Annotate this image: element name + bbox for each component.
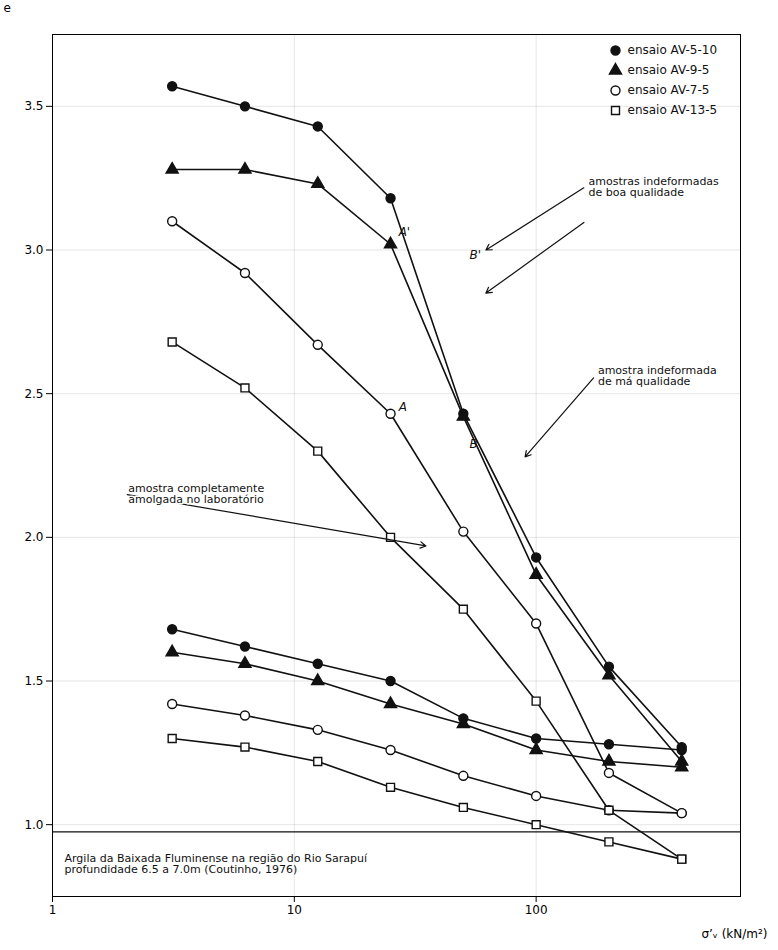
svg-text:ensaio AV-13-5: ensaio AV-13-5 bbox=[628, 103, 718, 117]
svg-text:amostra indeformadade má quali: amostra indeformadade má qualidade bbox=[598, 364, 717, 388]
svg-text:B': B' bbox=[469, 248, 481, 262]
svg-text:2.5: 2.5 bbox=[24, 387, 43, 401]
svg-text:amostras indeformadasde boa qu: amostras indeformadasde boa qualidade bbox=[588, 175, 719, 199]
svg-text:10: 10 bbox=[287, 903, 302, 917]
svg-text:ensaio AV-5-10: ensaio AV-5-10 bbox=[628, 43, 718, 57]
svg-text:100: 100 bbox=[525, 903, 548, 917]
svg-text:2.0: 2.0 bbox=[24, 530, 43, 544]
svg-text:1: 1 bbox=[49, 903, 57, 917]
svg-text:3.0: 3.0 bbox=[24, 243, 43, 257]
svg-text:ensaio AV-7-5: ensaio AV-7-5 bbox=[628, 83, 710, 97]
svg-text:A': A' bbox=[398, 225, 411, 239]
svg-text:A: A bbox=[398, 400, 407, 414]
svg-text:σ’ᵥ (kN/m²): σ’ᵥ (kN/m²) bbox=[701, 927, 767, 941]
svg-text:1.5: 1.5 bbox=[24, 674, 43, 688]
svg-text:3.5: 3.5 bbox=[24, 99, 43, 113]
svg-text:amostra completamenteamolgada: amostra completamenteamolgada no laborat… bbox=[128, 482, 264, 506]
svg-text:1.0: 1.0 bbox=[24, 818, 43, 832]
svg-text:Argila da Baixada Fluminense n: Argila da Baixada Fluminense na região d… bbox=[65, 852, 368, 876]
svg-text:ensaio AV-9-5: ensaio AV-9-5 bbox=[628, 63, 710, 77]
svg-text:B: B bbox=[469, 437, 477, 451]
svg-text:e: e bbox=[4, 1, 11, 15]
